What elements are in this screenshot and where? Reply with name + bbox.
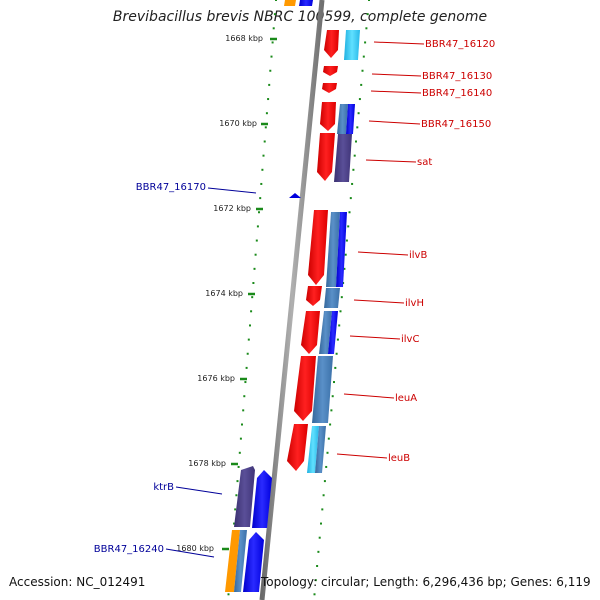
tick-label-1676: 1676 kbp: [197, 374, 235, 383]
cds-blue-ilvb: [336, 212, 347, 287]
gene-label-bbr47-16140: BBR47_16140: [422, 88, 492, 99]
cds-bbr47-16150: [320, 102, 336, 131]
tick-label-1668: 1668 kbp: [225, 34, 263, 43]
genome-backbone: [259, 0, 325, 600]
topology-text: Topology: circular; Length: 6,296,436 bp…: [261, 575, 591, 589]
cds-bbr47-16120: [324, 30, 339, 58]
cds-blue-16150: [346, 104, 355, 134]
cds-steel-leub: [315, 426, 326, 473]
gene-label-ktrb: ktrB: [153, 482, 174, 493]
cds-steel-ilvb: [326, 212, 340, 287]
forward-label-leaders: [336, 41, 425, 459]
cds-purple-sat: [334, 134, 352, 182]
cds-leub: [287, 424, 308, 471]
cds-partial-top-blue: [299, 0, 313, 6]
cds-bbr47-16170-marker: [289, 193, 301, 198]
cds-bbr47-16240-blue: [243, 532, 264, 592]
cds-steel-ilvh: [324, 288, 340, 308]
gene-label-bbr47-16170: BBR47_16170: [136, 182, 206, 193]
cds-cyan-16120: [344, 30, 360, 60]
gene-label-bbr47-16120: BBR47_16120: [425, 39, 495, 50]
cds-ktrb-blue: [252, 470, 272, 528]
tick-label-1680: 1680 kbp: [176, 544, 214, 553]
inner-dotted-track: [227, 0, 277, 596]
gene-label-bbr47-16240: BBR47_16240: [94, 544, 164, 555]
cds-ilvc: [301, 311, 320, 354]
cds-bbr47-16140: [322, 83, 337, 93]
cds-blue-ilvc: [328, 311, 338, 354]
cds-steel-16150: [337, 104, 348, 134]
cds-ilvb: [308, 210, 328, 285]
map-title: Brevibacillus brevis NBRC 100599, comple…: [112, 9, 488, 25]
gene-label-ilvb: ilvB: [409, 250, 427, 261]
gene-label-leua: leuA: [395, 393, 417, 404]
cds-ilvh: [306, 286, 322, 306]
gene-label-ilvh: ilvH: [405, 298, 424, 309]
cds-partial-top-orange: [284, 0, 296, 6]
cds-steel-leua: [312, 356, 333, 423]
cds-leua: [294, 356, 316, 421]
tick-label-1672: 1672 kbp: [213, 204, 251, 213]
cds-steel-ilvc: [319, 311, 332, 354]
gene-label-leub: leuB: [388, 453, 410, 464]
accession-text: Accession: NC_012491: [9, 575, 146, 589]
tick-marks: [222, 37, 277, 551]
cds-bbr47-16130: [323, 66, 338, 76]
cds-bbr47-16240-steel: [234, 530, 247, 592]
cds-bbr47-16240-orange: [225, 530, 240, 592]
gene-label-ilvc: ilvC: [401, 334, 419, 345]
reverse-label-leaders: [165, 187, 257, 558]
gene-label-bbr47-16130: BBR47_16130: [422, 71, 492, 82]
cds-sat: [317, 133, 335, 181]
tick-label-1678: 1678 kbp: [188, 459, 226, 468]
tick-label-1674: 1674 kbp: [205, 289, 243, 298]
cds-ktrb-purple: [234, 466, 255, 527]
gene-label-sat: sat: [417, 157, 432, 168]
tick-label-1670: 1670 kbp: [219, 119, 257, 128]
gene-label-bbr47-16150: BBR47_16150: [421, 119, 491, 130]
outer-dotted-track: [313, 0, 370, 596]
